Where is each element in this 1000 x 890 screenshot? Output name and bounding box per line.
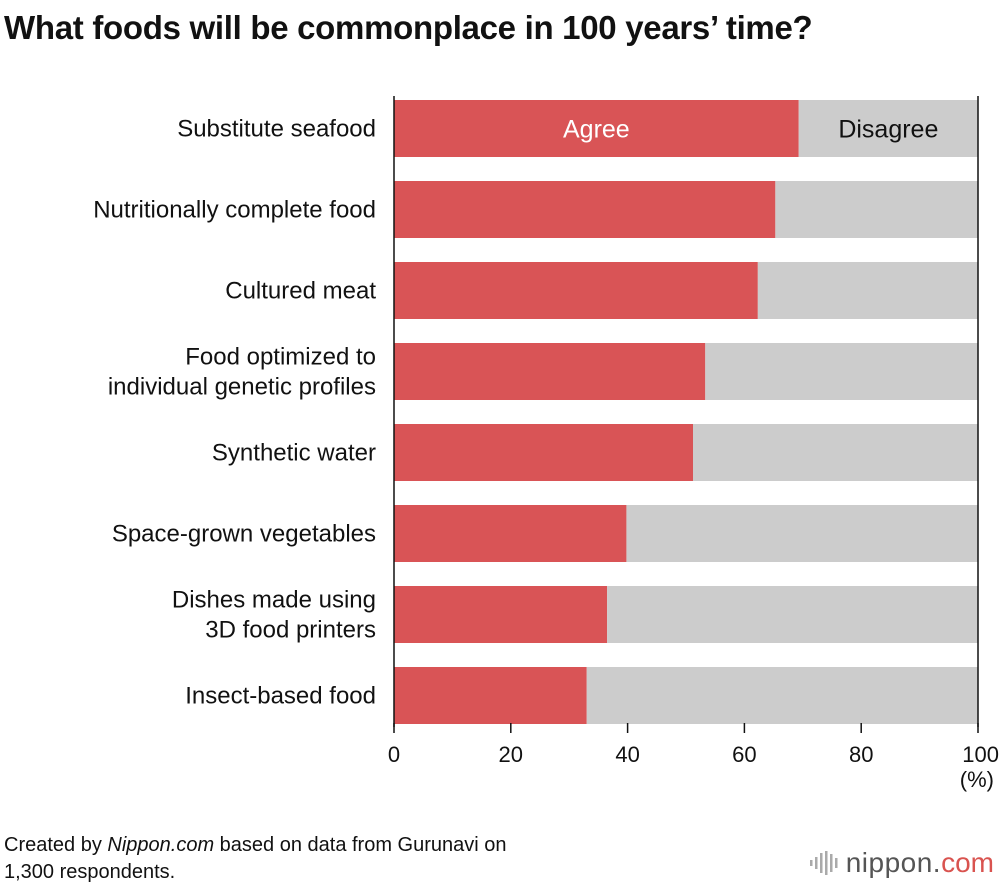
bar-disagree	[693, 424, 978, 481]
source-prefix: Created by	[4, 834, 108, 856]
source-line2: 1,300 respondents.	[4, 861, 176, 883]
category-label: Nutritionally complete food	[93, 197, 376, 224]
source-suffix: based on data from Gurunavi on	[214, 834, 507, 856]
bar-disagree	[705, 343, 978, 400]
source-site: Nippon.com	[107, 834, 215, 856]
bars-group: Agree Disagree	[394, 100, 978, 724]
category-label: Food optimized to	[185, 344, 376, 371]
x-tick-label: 40	[615, 742, 639, 767]
category-label: Substitute seafood	[177, 116, 376, 143]
x-tick-label: 60	[732, 742, 756, 767]
bar-disagree	[757, 262, 978, 319]
bar-disagree	[626, 505, 978, 562]
bar-agree	[394, 181, 776, 238]
category-label: Synthetic water	[212, 440, 376, 467]
category-label: Space-grown vegetables	[112, 521, 376, 548]
chart-title: What foods will be commonplace in 100 ye…	[4, 9, 813, 46]
series-label-disagree: Disagree	[838, 116, 938, 144]
bar-agree	[394, 343, 706, 400]
nippon-logo: nippon. com	[809, 845, 994, 881]
x-tick-label: 20	[499, 742, 523, 767]
category-label: individual genetic profiles	[108, 374, 376, 401]
bar-agree	[394, 262, 758, 319]
bar-disagree	[798, 100, 978, 157]
category-labels: Substitute seafood Nutritionally complete…	[93, 116, 376, 710]
x-axis: 0 20 40 60 80 100	[388, 96, 999, 767]
bar-agree	[394, 100, 799, 157]
x-tick-label: 0	[388, 742, 400, 767]
bar-agree	[394, 586, 608, 643]
category-label: Cultured meat	[225, 278, 376, 305]
logo-accent: com	[941, 847, 994, 878]
bar-agree	[394, 505, 627, 562]
x-tick-label: 100	[962, 742, 999, 767]
x-tick-label: 80	[849, 742, 873, 767]
category-label: Dishes made using	[172, 587, 376, 614]
bar-agree	[394, 424, 694, 481]
unit-label: (%)	[959, 767, 994, 792]
bar-disagree	[775, 181, 978, 238]
logo-bars-icon	[809, 851, 838, 875]
bar-disagree	[607, 586, 978, 643]
logo-text: nippon.	[845, 847, 942, 878]
category-label: Insect-based food	[185, 683, 376, 710]
bar-disagree	[586, 667, 978, 724]
source-note: Created by Nippon.com based on data from…	[4, 832, 684, 886]
bar-agree	[394, 667, 587, 724]
category-label: 3D food printers	[205, 617, 376, 644]
series-label-agree: Agree	[563, 116, 630, 144]
